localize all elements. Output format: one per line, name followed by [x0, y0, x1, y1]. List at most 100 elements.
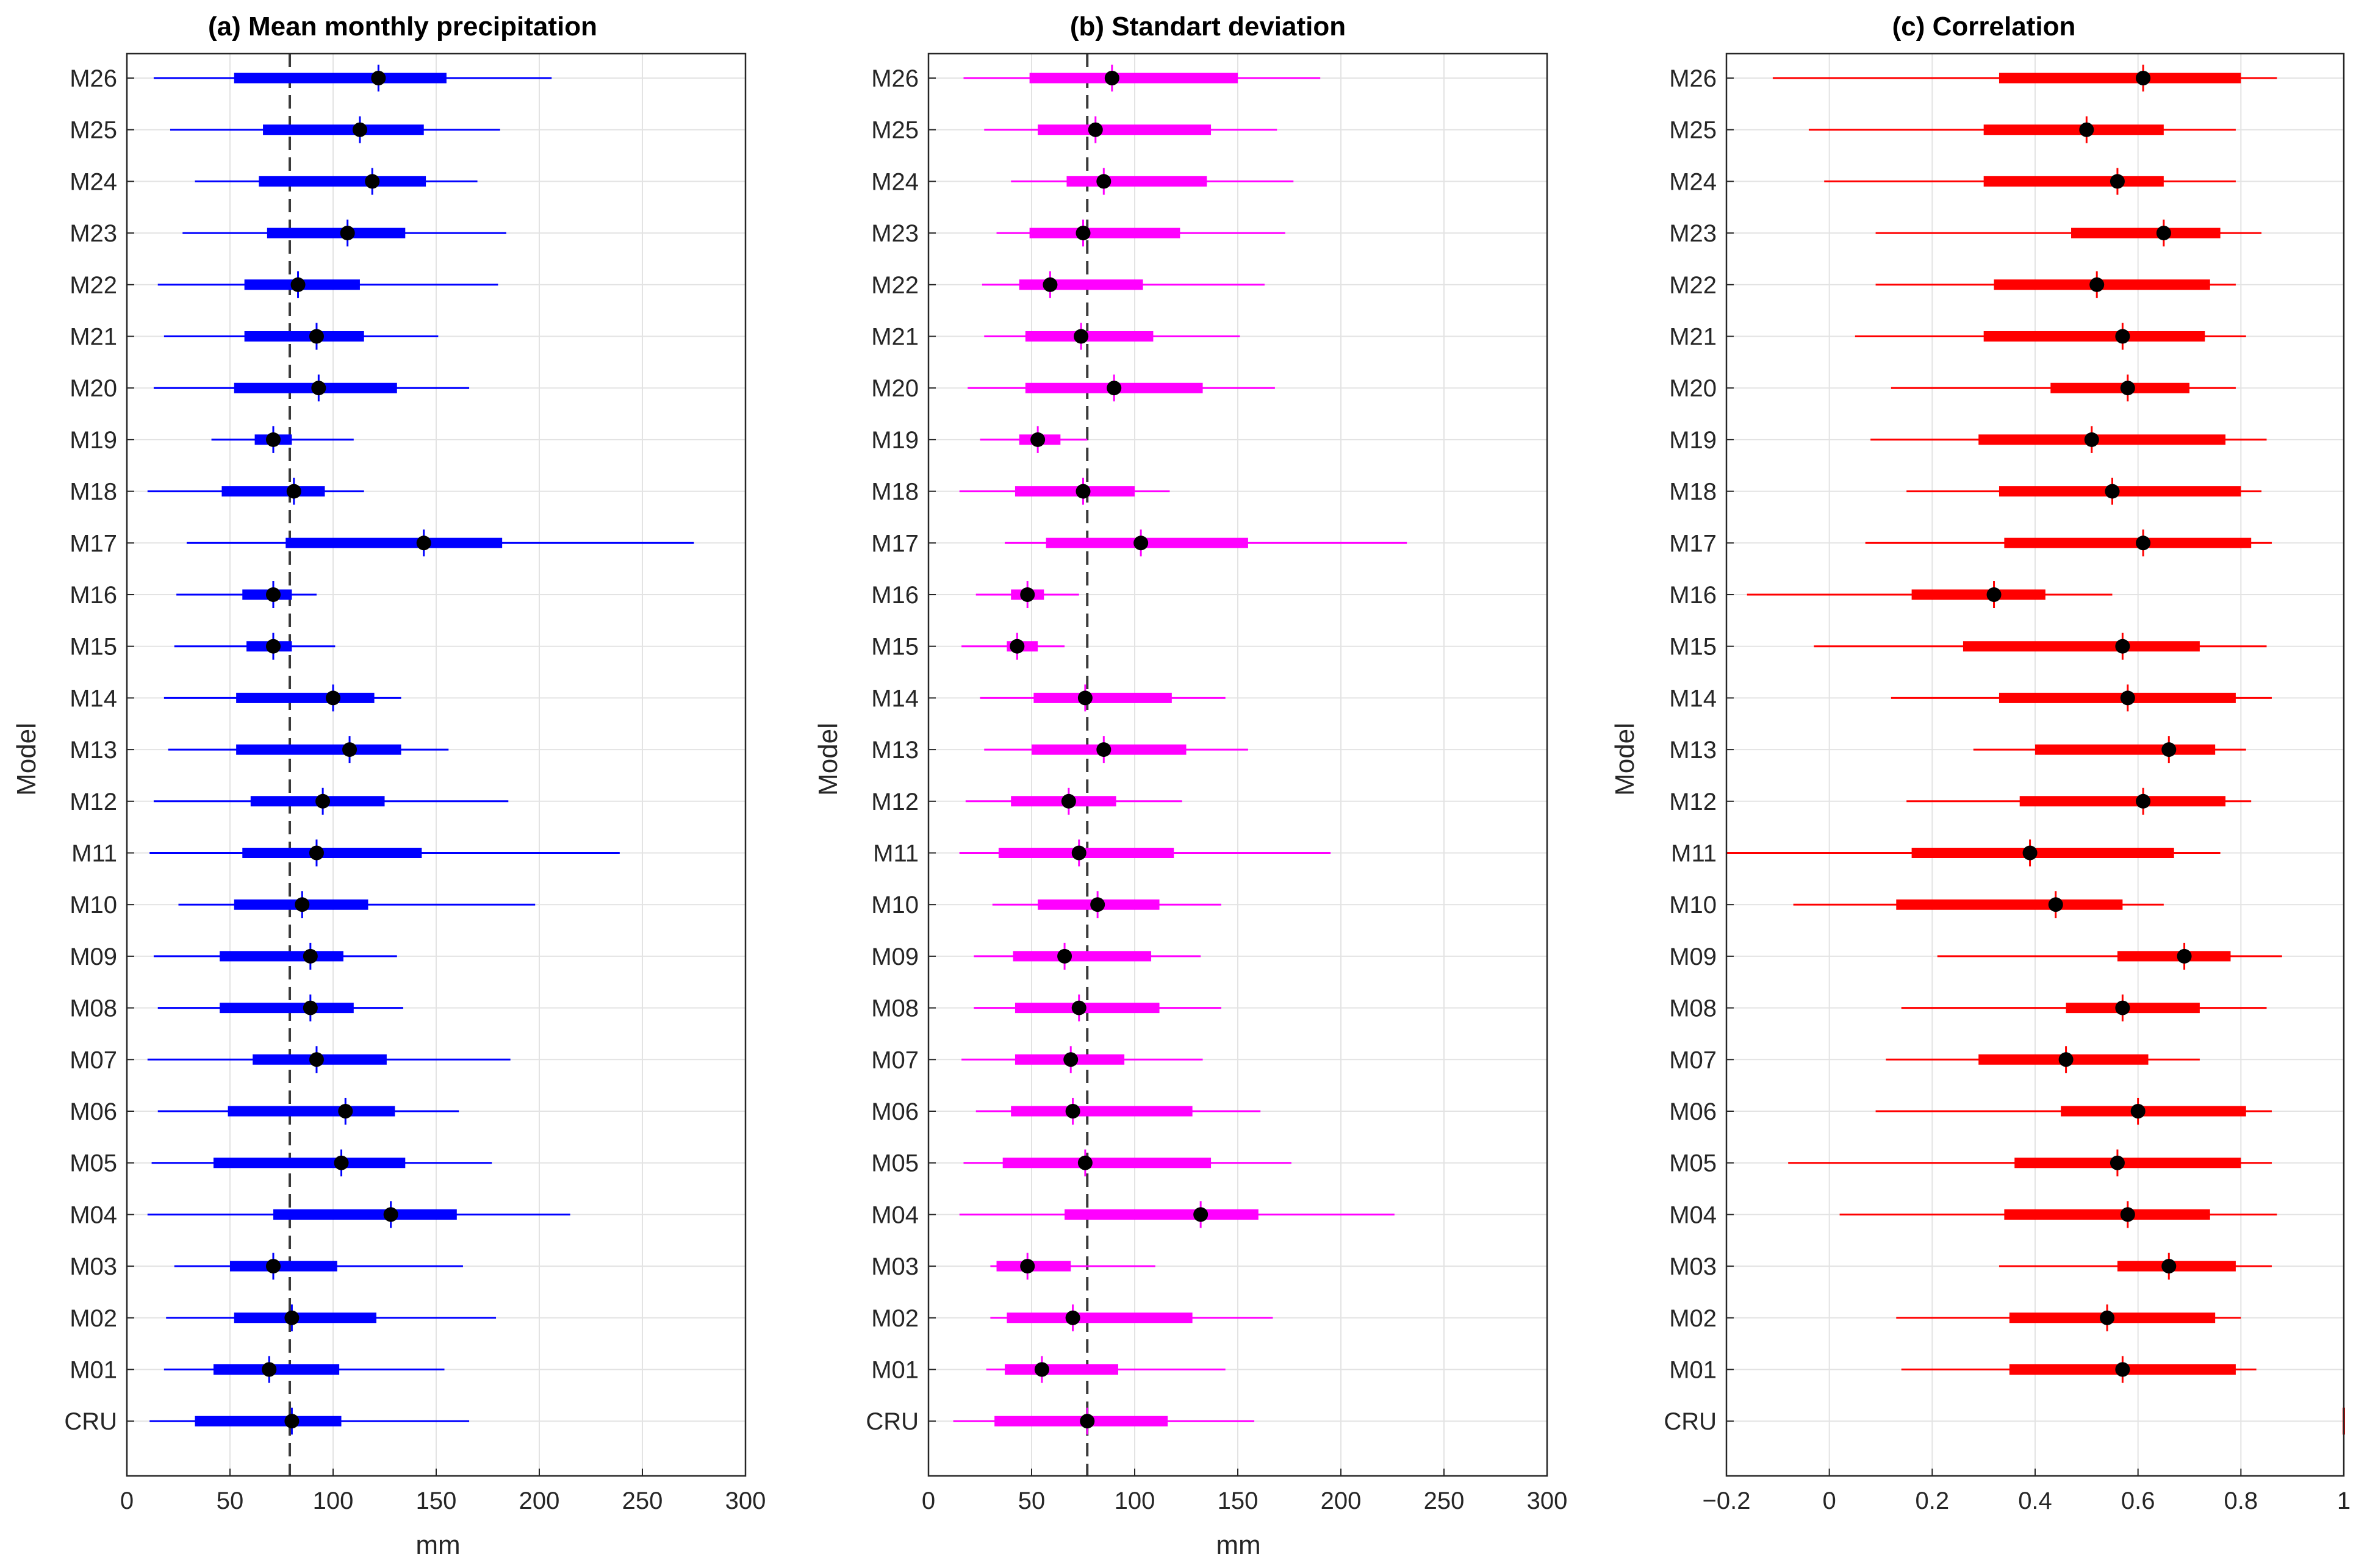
panel-a-xtick-label: 50 — [217, 1487, 244, 1514]
box-b-m12 — [965, 787, 1182, 815]
median-dot — [2120, 690, 2135, 706]
box-c-m10 — [1793, 891, 2164, 918]
median-dot — [1193, 1207, 1209, 1222]
box-b-m26 — [963, 65, 1321, 91]
panel-b-ytick-label: M26 — [871, 65, 919, 92]
box-b-m16 — [975, 581, 1079, 608]
box-b-m03 — [990, 1253, 1155, 1280]
median-dot — [1034, 1362, 1049, 1377]
median-dot — [2136, 793, 2151, 809]
panel-c-ytick-label: M07 — [1669, 1047, 1717, 1073]
panel-c-title: (c) Correlation — [1892, 12, 2076, 41]
panel-c-ytick-label: M09 — [1669, 943, 1717, 970]
panel-b-ytick-label: M14 — [871, 685, 919, 712]
panel-b-ytick-label: M11 — [873, 840, 919, 867]
panel-a-ytick-label: M19 — [70, 427, 117, 454]
panel-a-mean-precipitation: (a) Mean monthly precipitation Model mm … — [12, 12, 766, 1560]
panel-a-ytick-label: M02 — [70, 1305, 117, 1332]
box-c-m05 — [1788, 1149, 2272, 1176]
panel-c-ytick-label: M01 — [1669, 1357, 1717, 1384]
median-dot — [284, 1414, 300, 1429]
panel-a-ytick-label: M14 — [70, 685, 117, 712]
median-dot — [2177, 948, 2192, 964]
panel-a-ytick-label: M22 — [70, 272, 117, 299]
median-dot — [371, 71, 386, 85]
panel-c-ytick-label: M18 — [1669, 479, 1717, 506]
panel-a-ytick-label: M10 — [70, 892, 117, 918]
median-dot — [2136, 71, 2151, 85]
box-a-m23 — [182, 220, 506, 247]
box-a-m22 — [157, 271, 498, 298]
box-c-m15 — [1814, 632, 2267, 660]
box-a-m10 — [178, 891, 536, 918]
panel-c-ytick-label: M05 — [1669, 1150, 1717, 1177]
panel-c-xtick-label: 0.2 — [1916, 1487, 1950, 1514]
box-b-m19 — [980, 426, 1088, 453]
box-a-m25 — [170, 116, 500, 143]
panel-c-xtick-label: 1 — [2337, 1487, 2351, 1514]
box-c-m22 — [1875, 271, 2236, 298]
panel-a-xtick-label: 300 — [725, 1487, 766, 1514]
median-dot — [2048, 897, 2063, 912]
panel-c-ytick-label: M08 — [1669, 995, 1717, 1022]
box-b-m07 — [961, 1046, 1203, 1073]
box-b-m15 — [961, 632, 1065, 660]
panel-c-ylabel: Model — [1610, 723, 1640, 796]
panel-a-ylabel: Model — [12, 723, 41, 796]
box-c-m17 — [1865, 529, 2272, 557]
box-c-m23 — [1875, 220, 2262, 247]
box-c-m01 — [1901, 1356, 2257, 1383]
median-dot — [2115, 329, 2130, 344]
panel-b-ytick-label: M25 — [871, 117, 919, 144]
median-dot — [1030, 432, 1046, 447]
median-dot — [1133, 535, 1149, 551]
box-c-m08 — [1901, 994, 2267, 1022]
median-dot — [342, 742, 357, 757]
panel-b-xtick-label: 150 — [1218, 1487, 1259, 1514]
median-dot — [2115, 639, 2130, 654]
box-b-m14 — [980, 684, 1226, 712]
panel-b-ytick-label: M01 — [871, 1357, 919, 1384]
box-c-m26 — [1772, 65, 2277, 91]
median-dot — [2110, 1155, 2125, 1170]
median-dot — [1076, 226, 1091, 241]
panel-c-ytick-label: M23 — [1669, 220, 1717, 247]
box-a-m12 — [153, 787, 509, 815]
median-dot — [295, 897, 310, 912]
median-dot — [2022, 845, 2038, 861]
median-dot — [2110, 174, 2125, 189]
median-dot — [1043, 277, 1058, 292]
panel-c-ytick-label: M10 — [1669, 892, 1717, 918]
panel-c-ytick-label: M02 — [1669, 1305, 1717, 1332]
median-dot — [2058, 1052, 2074, 1067]
median-dot — [2120, 1207, 2135, 1222]
panel-b-ytick-label: M02 — [871, 1305, 919, 1332]
box-a-m16 — [176, 581, 317, 608]
box-a-m26 — [153, 65, 552, 91]
median-dot — [303, 1000, 318, 1015]
box-a-m19 — [211, 426, 354, 453]
panel-b-ytick-label: M17 — [871, 530, 919, 557]
box-c-m09 — [1937, 942, 2282, 970]
median-dot — [311, 381, 326, 396]
box-a-m02 — [166, 1304, 497, 1331]
panel-b-ytick-label: M04 — [871, 1201, 919, 1228]
median-dot — [1088, 122, 1103, 137]
panel-b-axes-frame — [927, 52, 1548, 1477]
panel-a-ytick-label: CRU — [64, 1408, 117, 1435]
panel-a-ytick-label: M24 — [70, 168, 117, 195]
median-dot — [1104, 71, 1119, 85]
panel-a-ytick-label: M26 — [70, 65, 117, 92]
panel-b-ytick-label: M09 — [871, 943, 919, 970]
median-dot — [2084, 432, 2099, 447]
panel-c-ytick-label: M19 — [1669, 427, 1717, 454]
panel-a-title: (a) Mean monthly precipitation — [208, 12, 597, 41]
median-dot — [2136, 535, 2151, 551]
median-dot — [309, 845, 324, 861]
box-c-m04 — [1839, 1201, 2277, 1228]
box-c-m18 — [1906, 478, 2262, 505]
panel-c-ytick-label: M15 — [1669, 634, 1717, 660]
panel-c-xtick-label: 0.4 — [2018, 1487, 2052, 1514]
panel-a-ytick-label: M11 — [71, 840, 117, 867]
box-c-m25 — [1808, 116, 2236, 143]
